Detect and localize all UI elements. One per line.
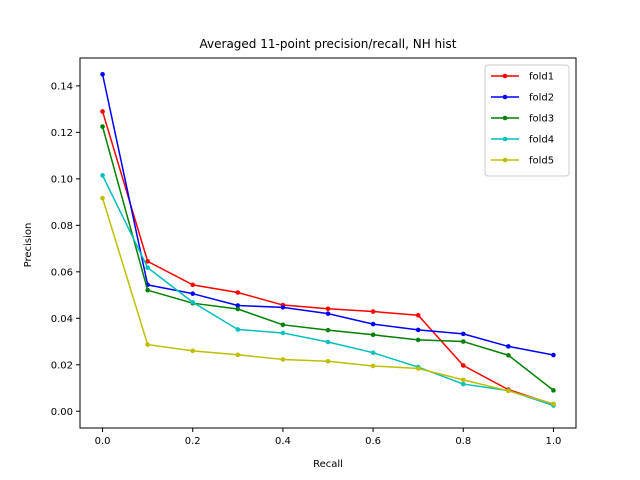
data-point xyxy=(551,352,556,358)
axes-frame xyxy=(79,57,577,429)
data-point xyxy=(100,109,105,114)
chart-title: Averaged 11-point precision/recall, NH h… xyxy=(200,37,457,51)
data-point xyxy=(190,348,196,354)
data-point xyxy=(370,350,376,355)
data-point xyxy=(325,358,331,364)
legend-swatch-marker xyxy=(502,136,508,142)
data-point xyxy=(280,330,286,336)
legend-swatch-marker xyxy=(502,73,508,79)
y-tick-label: 0.10 xyxy=(51,174,73,185)
legend-item-fold4: fold4 xyxy=(491,135,554,146)
data-point xyxy=(325,327,331,333)
series-fold1 xyxy=(100,109,556,407)
data-point xyxy=(370,321,376,327)
data-point xyxy=(415,312,421,318)
data-point xyxy=(325,339,331,345)
series-fold4 xyxy=(100,173,556,408)
data-point xyxy=(100,124,105,129)
data-point xyxy=(145,342,150,347)
data-point xyxy=(370,309,376,314)
data-point xyxy=(325,306,331,312)
data-point xyxy=(235,290,241,295)
legend-item-fold2: fold2 xyxy=(491,93,554,104)
data-point xyxy=(370,332,376,338)
x-axis-title: Recall xyxy=(313,459,343,470)
legend-item-fold3: fold3 xyxy=(491,114,554,125)
y-tick-label: 0.06 xyxy=(51,267,73,278)
legend-item-fold1: fold1 xyxy=(491,72,554,83)
data-point xyxy=(280,305,286,310)
data-point xyxy=(100,71,105,77)
data-point xyxy=(190,299,196,305)
x-tick-label: 0.8 xyxy=(455,436,471,447)
data-point xyxy=(100,173,105,178)
axis-ticks: 0.0 0.2 0.4 0.6 0.8 1.0 0.00 0.02 0.04 0.06 0.08 0.… xyxy=(51,81,562,447)
data-point xyxy=(145,259,150,264)
data-point xyxy=(506,388,511,394)
data-point xyxy=(235,303,241,308)
data-point xyxy=(190,282,196,288)
x-tick-label: 0.0 xyxy=(95,436,111,447)
legend-item-fold5: fold5 xyxy=(491,156,554,167)
data-point xyxy=(235,306,241,312)
data-point xyxy=(100,195,105,201)
legend-swatch-marker xyxy=(502,115,508,121)
data-point xyxy=(190,291,196,296)
legend-label: fold1 xyxy=(529,72,554,83)
data-point xyxy=(460,363,466,368)
data-point xyxy=(325,311,331,316)
legend-label: fold4 xyxy=(529,135,554,146)
data-point xyxy=(460,381,466,387)
x-tick-label: 0.4 xyxy=(275,436,291,447)
y-tick-label: 0.00 xyxy=(51,407,73,418)
data-point xyxy=(506,344,511,349)
data-point xyxy=(145,287,150,293)
x-tick-label: 0.2 xyxy=(185,436,201,447)
legend-swatch-marker xyxy=(502,157,508,163)
data-point xyxy=(460,377,466,383)
data-point xyxy=(235,352,241,358)
y-tick-label: 0.14 xyxy=(51,81,73,92)
y-tick-label: 0.04 xyxy=(51,314,73,325)
data-point xyxy=(415,366,421,371)
legend-label: fold3 xyxy=(529,114,554,125)
data-point xyxy=(551,401,556,407)
data-point xyxy=(280,322,286,328)
data-point xyxy=(415,337,421,343)
data-point xyxy=(235,327,241,332)
legend-label: fold2 xyxy=(529,93,554,104)
data-point xyxy=(506,352,511,358)
series-fold5 xyxy=(100,195,556,407)
x-tick-label: 0.6 xyxy=(365,436,381,447)
legend-swatch-marker xyxy=(502,94,508,100)
data-point xyxy=(280,357,286,362)
data-point xyxy=(415,327,421,333)
data-point xyxy=(551,388,556,393)
data-point xyxy=(370,363,376,369)
plot-area xyxy=(100,71,556,408)
data-point xyxy=(460,331,466,337)
legend-box xyxy=(484,64,570,177)
y-tick-label: 0.08 xyxy=(51,221,73,232)
legend: fold1 fold2 fold3 fold4 fold5 xyxy=(484,64,570,177)
y-tick-label: 0.02 xyxy=(51,360,73,371)
legend-label: fold5 xyxy=(529,156,554,167)
y-tick-label: 0.12 xyxy=(51,128,73,139)
x-tick-label: 1.0 xyxy=(546,436,562,447)
y-axis-title: Precision xyxy=(23,223,34,268)
data-point xyxy=(460,339,466,344)
data-point xyxy=(145,265,150,270)
